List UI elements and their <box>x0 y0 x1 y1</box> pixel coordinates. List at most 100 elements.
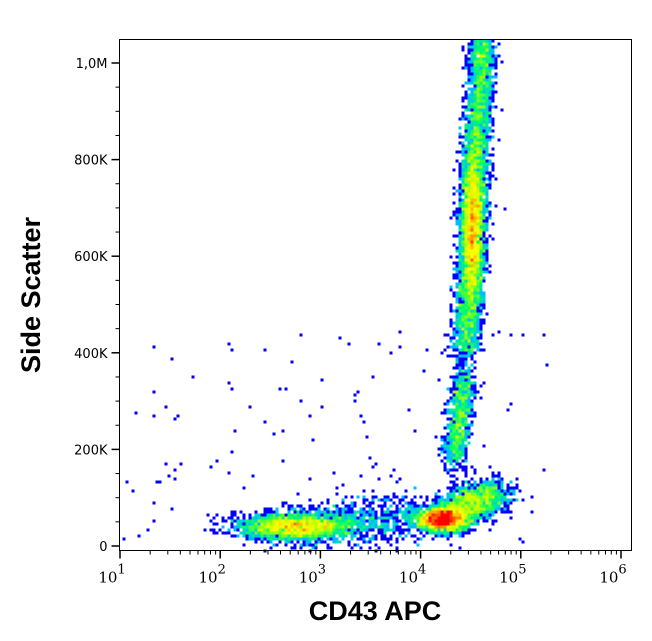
density-cell <box>461 297 465 301</box>
density-cell <box>464 375 468 379</box>
density-cell <box>476 279 480 283</box>
density-cell <box>494 204 498 208</box>
density-cell <box>326 510 330 514</box>
density-cell <box>389 534 393 538</box>
density-cell <box>242 513 246 517</box>
density-cell <box>476 195 480 199</box>
density-cell <box>470 78 474 82</box>
density-cell <box>458 297 462 301</box>
density-cell <box>338 336 342 340</box>
density-cell <box>380 519 384 523</box>
density-cell <box>434 528 438 532</box>
density-cell <box>476 93 480 97</box>
density-cell <box>506 486 510 490</box>
density-cell <box>299 534 303 538</box>
density-cell <box>464 132 468 136</box>
density-cell <box>449 417 453 421</box>
density-cell <box>503 489 507 493</box>
density-cell <box>485 249 489 253</box>
density-cell <box>476 117 480 121</box>
density-cell <box>272 537 276 541</box>
density-cell <box>473 381 477 385</box>
density-cell <box>491 87 495 91</box>
density-cell <box>431 531 435 535</box>
density-cell <box>485 195 489 199</box>
density-cell <box>443 438 447 442</box>
density-cell <box>281 519 285 523</box>
density-cell <box>473 144 477 148</box>
density-cell <box>368 522 372 526</box>
density-cell <box>395 546 399 550</box>
density-cell <box>473 390 477 394</box>
density-cell <box>452 201 456 205</box>
density-cell <box>338 525 342 529</box>
density-cell <box>284 534 288 538</box>
density-cell <box>470 186 474 190</box>
density-cell <box>308 477 312 481</box>
density-cell <box>491 492 495 496</box>
density-cell <box>461 384 465 388</box>
density-cell <box>473 90 477 94</box>
density-cell <box>452 486 456 490</box>
density-cell <box>488 96 492 100</box>
density-cell <box>485 246 489 250</box>
density-cell <box>305 531 309 535</box>
density-cell <box>458 381 462 385</box>
density-cell <box>464 312 468 316</box>
density-cell <box>332 504 336 508</box>
density-cell <box>455 531 459 535</box>
density-cell <box>455 285 459 289</box>
density-cell <box>467 123 471 127</box>
density-cell <box>398 477 402 481</box>
density-cell <box>443 513 447 517</box>
density-cell <box>353 519 357 523</box>
density-cell <box>254 528 258 532</box>
density-cell <box>491 93 495 97</box>
density-cell <box>464 195 468 199</box>
density-cell <box>443 468 447 472</box>
density-cell <box>449 444 453 448</box>
density-cell <box>380 534 384 538</box>
density-cell <box>473 135 477 139</box>
density-cell <box>458 429 462 433</box>
density-cell <box>464 438 468 442</box>
density-cell <box>473 510 477 514</box>
density-cell <box>488 75 492 79</box>
density-cell <box>395 495 399 499</box>
density-cell <box>476 507 480 511</box>
density-cell <box>371 507 375 511</box>
density-cell <box>467 246 471 250</box>
density-cell <box>479 291 483 295</box>
density-cell <box>491 495 495 499</box>
density-cell <box>494 507 498 511</box>
density-cell <box>335 516 339 520</box>
density-cell <box>401 516 405 520</box>
density-cell <box>308 528 312 532</box>
density-cell <box>383 504 387 508</box>
density-cell <box>491 333 495 337</box>
density-cell <box>473 153 477 157</box>
density-cell <box>503 495 507 499</box>
density-cell <box>464 321 468 325</box>
density-cell <box>428 516 432 520</box>
density-cell <box>482 159 486 163</box>
density-cell <box>299 543 303 547</box>
density-cell <box>482 480 486 484</box>
density-cell <box>458 315 462 319</box>
density-cell <box>455 354 459 358</box>
density-cell <box>461 270 465 274</box>
density-cell <box>455 405 459 409</box>
density-cell <box>458 165 462 169</box>
density-cell <box>446 501 450 505</box>
density-cell <box>488 183 492 187</box>
density-cell <box>446 402 450 406</box>
density-cell <box>224 531 228 535</box>
density-cell <box>488 162 492 166</box>
density-cell <box>335 486 339 490</box>
density-cell <box>296 537 300 541</box>
density-cell <box>470 519 474 523</box>
density-cell <box>497 486 501 490</box>
density-cell <box>446 531 450 535</box>
density-cell <box>461 162 465 166</box>
density-cell <box>470 522 474 526</box>
